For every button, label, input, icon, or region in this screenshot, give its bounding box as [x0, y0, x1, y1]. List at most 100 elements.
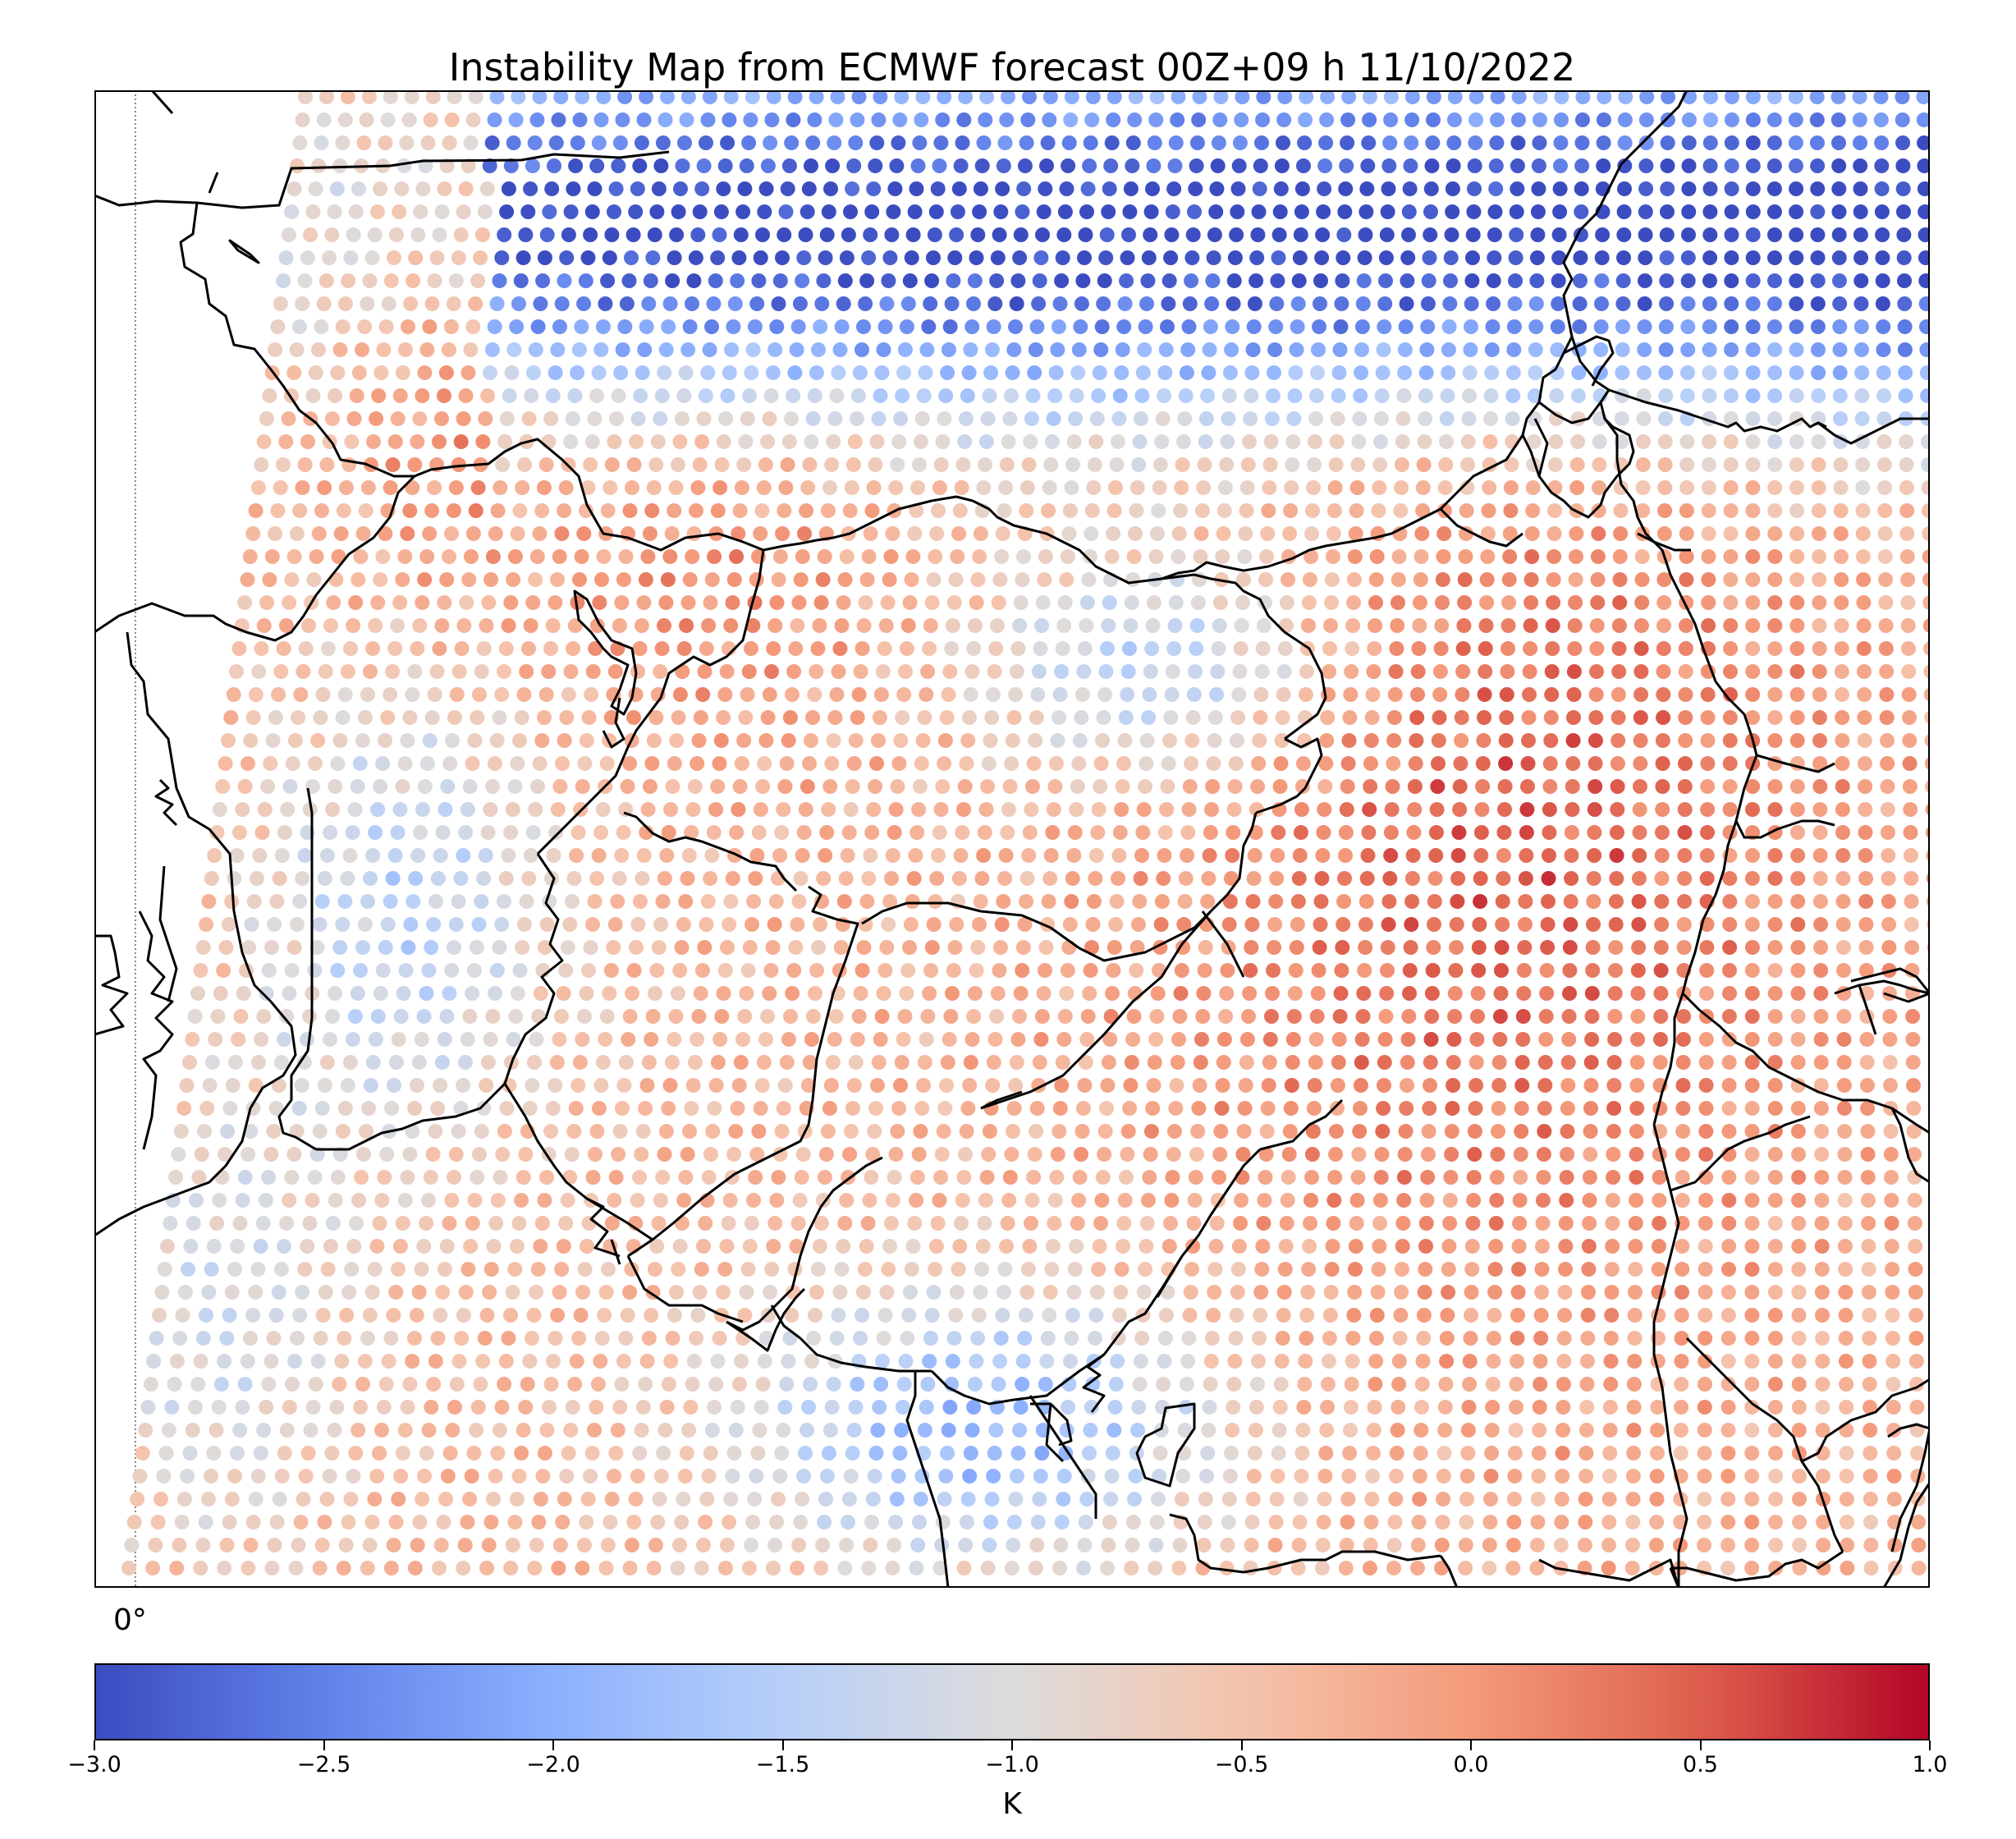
instability-dot [1410, 687, 1425, 702]
instability-dot [442, 986, 457, 1001]
instability-dot [1812, 779, 1828, 794]
instability-dot [419, 986, 434, 1001]
instability-dot [867, 1124, 882, 1139]
instability-dot [695, 963, 710, 978]
instability-dot [990, 250, 1006, 265]
instability-dot [677, 135, 692, 150]
instability-dot [1702, 112, 1718, 127]
instability-dot [325, 1009, 340, 1024]
instability-dot [1673, 1492, 1688, 1507]
instability-dot [745, 618, 761, 633]
instability-dot [643, 273, 658, 288]
instability-dot [1606, 1124, 1621, 1139]
instability-dot [476, 641, 492, 656]
instability-dot [1863, 1538, 1879, 1552]
instability-dot [1450, 871, 1466, 886]
instability-dot [360, 687, 375, 702]
instability-dot [1047, 779, 1063, 794]
instability-dot [874, 1354, 890, 1369]
instability-dot [1562, 940, 1578, 955]
instability-dot [1650, 1423, 1665, 1438]
instability-dot [1364, 1492, 1380, 1507]
instability-dot [685, 549, 700, 564]
instability-dot [1835, 825, 1850, 840]
instability-dot [474, 894, 489, 909]
instability-dot [1038, 1377, 1053, 1392]
instability-dot [341, 1285, 357, 1300]
instability-dot [1005, 365, 1020, 380]
instability-dot [1444, 1147, 1459, 1162]
instability-dot [820, 503, 836, 518]
instability-dot [259, 986, 274, 1001]
instability-dot [1530, 204, 1546, 219]
instability-dot [878, 618, 894, 633]
instability-dot [1396, 1193, 1412, 1208]
instability-dot [930, 1216, 946, 1231]
instability-dot [1228, 756, 1244, 771]
instability-dot [1767, 1032, 1783, 1047]
instability-dot [815, 572, 831, 587]
instability-dot [575, 90, 590, 104]
instability-dot [907, 1216, 923, 1231]
instability-dot [1789, 802, 1805, 817]
instability-dot [876, 342, 891, 357]
instability-dot [519, 894, 534, 909]
instability-dot [716, 181, 731, 196]
instability-dot [633, 388, 648, 403]
instability-dot [742, 1561, 757, 1575]
instability-dot [641, 296, 657, 311]
instability-dot [732, 1377, 747, 1392]
instability-dot [1407, 779, 1423, 794]
instability-dot [1070, 365, 1086, 380]
instability-dot [1065, 1308, 1080, 1323]
instability-dot [888, 480, 904, 495]
instability-dot [577, 1262, 593, 1277]
instability-dot [1267, 940, 1282, 955]
instability-dot [722, 365, 737, 380]
instability-dot [1331, 388, 1346, 403]
instability-dot [1316, 825, 1331, 840]
instability-dot [846, 1078, 862, 1093]
instability-dot [1281, 1147, 1297, 1162]
instability-dot [554, 296, 570, 311]
instability-dot [1903, 825, 1918, 840]
instability-dot [1465, 227, 1481, 242]
instability-dot [1697, 1446, 1712, 1461]
instability-dot [1125, 1515, 1141, 1529]
instability-dot [1560, 1124, 1575, 1139]
instability-dot [1722, 986, 1737, 1001]
instability-dot [593, 1078, 609, 1093]
instability-dot [760, 434, 776, 449]
instability-dot [1528, 319, 1544, 334]
instability-dot [1334, 296, 1349, 311]
instability-dot [1839, 1469, 1854, 1484]
instability-dot [1301, 1262, 1317, 1277]
instability-dot [740, 1262, 756, 1277]
instability-dot [1231, 1239, 1247, 1254]
instability-dot [809, 963, 824, 978]
instability-dot [940, 1055, 955, 1070]
instability-dot [982, 1538, 997, 1552]
instability-dot [237, 1170, 253, 1185]
instability-dot [330, 963, 346, 978]
instability-dot [364, 1515, 380, 1529]
instability-dot [1296, 1400, 1312, 1415]
instability-dot [1383, 90, 1399, 104]
instability-dot [460, 1515, 475, 1529]
instability-dot [441, 342, 456, 357]
instability-dot [1366, 1423, 1381, 1438]
instability-dot [591, 365, 607, 380]
instability-dot [1649, 1515, 1665, 1529]
instability-dot [806, 1331, 821, 1346]
coastlines [94, 90, 1930, 1588]
instability-dot [1389, 1469, 1404, 1484]
instability-dot [1179, 1377, 1194, 1392]
instability-dot [1130, 1423, 1145, 1438]
instability-dot [176, 1492, 192, 1507]
instability-dot [1899, 549, 1915, 564]
instability-dot [310, 733, 326, 748]
instability-dot [1263, 1009, 1279, 1024]
instability-dot [831, 1308, 846, 1323]
instability-dot [674, 1515, 690, 1529]
instability-dot [501, 181, 516, 196]
